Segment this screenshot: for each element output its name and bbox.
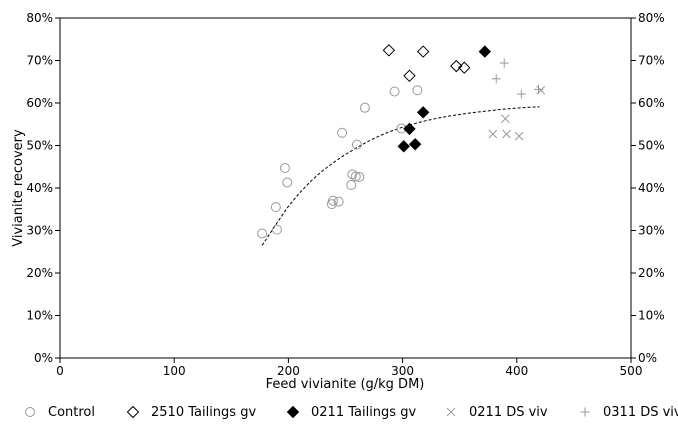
data-point [492,74,501,83]
legend-label: Control [48,405,95,420]
data-point [390,87,399,96]
data-point [404,123,415,134]
data-point [489,130,497,138]
data-point [479,46,490,57]
y2-tick-label: 70% [638,54,665,68]
data-points [258,45,545,238]
y2-tick-label: 10% [638,309,665,323]
trendline [262,107,539,246]
x-tick-label: 500 [620,364,643,378]
legend-marker [128,407,139,418]
y-tick-label: 80% [26,11,53,25]
y2-tick-label: 40% [638,181,665,195]
y-tick-label: 30% [26,224,53,238]
data-point [503,130,511,138]
series-2 [398,46,490,152]
series-1 [383,45,469,82]
x-axis-label: Feed vivianite (g/kg DM) [266,377,425,392]
x-tick-label: 400 [505,364,528,378]
x-tick-label: 200 [277,364,300,378]
data-point [283,178,292,187]
data-point [413,86,422,95]
legend-marker [288,407,299,418]
y-tick-label: 0% [34,351,53,365]
data-point [418,46,429,57]
data-point [338,128,347,137]
data-point [534,85,543,94]
data-point [398,141,409,152]
data-point [272,225,281,234]
data-point [347,181,356,190]
y-tick-label: 60% [26,96,53,110]
y2-tick-label: 30% [638,224,665,238]
x-tick-label: 100 [163,364,186,378]
legend-label: 0211 DS viv [469,405,548,420]
y-tick-label: 10% [26,309,53,323]
y-tick-label: 40% [26,181,53,195]
legend-label: 0211 Tailings gv [311,405,416,420]
data-point [280,164,289,173]
legend-label: 0311 DS viv [603,405,678,420]
y-axis-label: Vivianite recovery [11,129,26,247]
data-point [515,132,523,140]
series-3 [489,86,545,140]
data-point [418,107,429,118]
plot-frame [60,18,631,358]
trendline-layer [262,107,539,246]
y2-tick-label: 80% [638,11,665,25]
legend-label: 2510 Tailings gv [151,405,256,420]
data-point [500,59,509,68]
x-tick-label: 300 [391,364,414,378]
data-point [271,203,280,212]
data-point [517,90,526,99]
y2-tick-label: 0% [638,351,657,365]
data-point [410,139,421,150]
legend-marker [26,408,35,417]
x-tick-label: 0 [56,364,64,378]
y-tick-label: 70% [26,54,53,68]
data-point [537,86,545,94]
y2-tick-label: 50% [638,139,665,153]
y2-tick-label: 20% [638,266,665,280]
data-point [404,70,415,81]
data-point [383,45,394,56]
legend: Control 2510 Tailings gv 0211 Tailings gv 0… [26,405,678,420]
data-point [258,229,267,238]
y-tick-label: 20% [26,266,53,280]
series-4 [492,59,543,99]
legend-marker [447,408,455,416]
y-tick-label: 50% [26,139,53,153]
data-point [501,115,509,123]
y2-tick-label: 60% [638,96,665,110]
legend-marker [581,408,590,417]
data-point [360,103,369,112]
